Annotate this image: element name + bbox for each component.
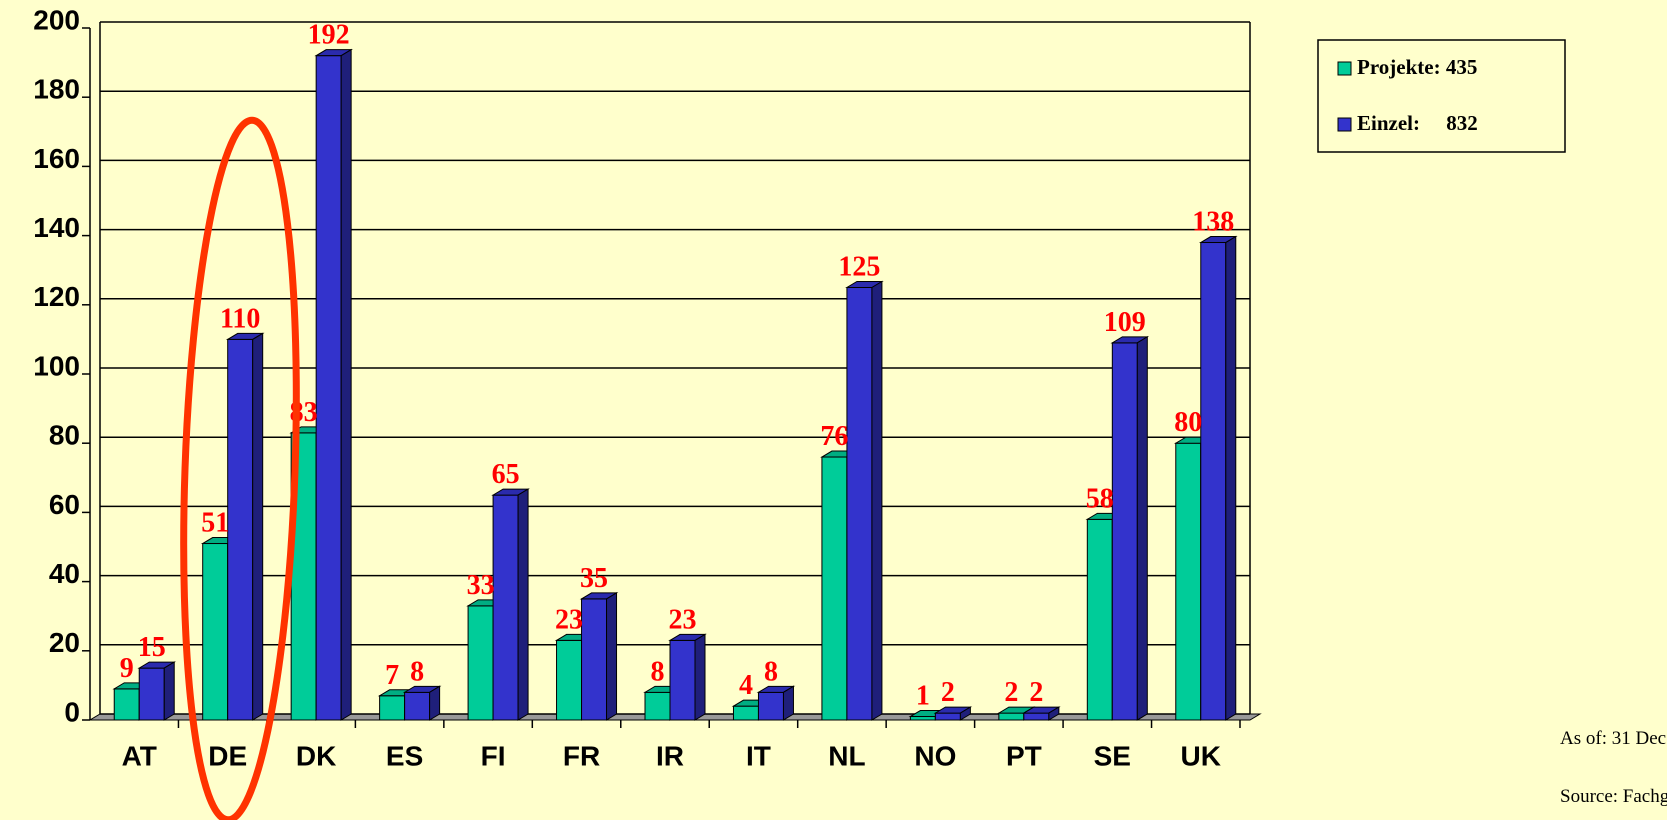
x-tick-label: IT: [746, 740, 771, 771]
y-tick-label: 120: [33, 281, 80, 312]
x-tick-label: NL: [828, 740, 865, 771]
data-label: 125: [838, 252, 880, 283]
bar: [581, 598, 608, 721]
data-label: 58: [1086, 483, 1114, 514]
x-tick-label: DE: [208, 740, 247, 771]
bar: [1086, 518, 1113, 721]
bar-side: [782, 685, 794, 721]
bar: [379, 695, 406, 721]
bar: [467, 605, 494, 721]
annotation: Source: Fachgruppe: [1560, 786, 1667, 807]
data-label: 2: [1029, 677, 1043, 708]
data-label: 23: [669, 604, 697, 635]
bar-side: [959, 706, 971, 721]
bar: [227, 338, 254, 721]
x-tick-label: IR: [656, 740, 684, 771]
bar: [1023, 712, 1050, 721]
bar-side: [429, 685, 441, 721]
x-tick-label: PT: [1006, 740, 1042, 771]
bar-side: [163, 661, 175, 721]
data-label: 138: [1192, 207, 1234, 238]
bar: [492, 494, 519, 721]
data-label: 109: [1104, 307, 1146, 338]
x-tick-label: AT: [122, 740, 157, 771]
bar: [934, 712, 961, 721]
bar: [138, 667, 165, 721]
legend-label: Einzel: 832: [1357, 111, 1478, 135]
bar-side: [871, 280, 883, 721]
bar: [732, 705, 759, 721]
bar: [644, 691, 671, 721]
x-tick-label: DK: [296, 740, 336, 771]
data-label: 8: [651, 656, 665, 687]
bar-side: [340, 48, 352, 721]
data-label: 35: [580, 563, 608, 594]
legend: Projekte: 435 Einzel: 832: [1337, 55, 1478, 135]
bar: [821, 456, 848, 721]
data-label: 15: [138, 632, 166, 663]
bar: [404, 691, 431, 721]
data-label: 76: [820, 421, 848, 452]
bar: [556, 639, 583, 721]
data-label: 4: [739, 670, 753, 701]
x-tick-label: ES: [386, 740, 423, 771]
x-tick-label: NO: [914, 740, 956, 771]
data-label: 1: [916, 681, 930, 712]
bar: [1111, 342, 1138, 721]
data-label: 80: [1174, 407, 1202, 438]
bar: [315, 55, 342, 721]
data-label: 9: [120, 653, 134, 684]
y-tick-label: 100: [33, 350, 80, 381]
legend-swatch: [1337, 117, 1352, 132]
bar: [202, 543, 229, 721]
data-label: 7: [385, 660, 399, 691]
y-tick-label: 60: [49, 489, 80, 520]
bar-side: [1225, 235, 1237, 721]
bar-side: [694, 633, 706, 721]
bar: [1200, 242, 1227, 721]
bar-side: [1048, 706, 1060, 721]
data-label: 8: [410, 656, 424, 687]
data-label: 23: [555, 604, 583, 635]
y-tick-label: 160: [33, 143, 80, 174]
bar: [846, 287, 873, 721]
bar-side: [1136, 335, 1148, 721]
y-tick-label: 180: [33, 74, 80, 105]
data-label: 2: [941, 677, 955, 708]
legend-swatch: [1337, 61, 1352, 76]
y-tick-label: 0: [64, 696, 80, 727]
x-tick-label: FR: [563, 740, 600, 771]
bar: [113, 688, 140, 721]
y-tick-label: 40: [49, 558, 80, 589]
data-label: 51: [201, 508, 229, 539]
bar-side: [606, 592, 618, 721]
x-tick-label: SE: [1094, 740, 1131, 771]
bar: [1175, 442, 1202, 721]
annotation: As of: 31 Dec. 2002: [1560, 728, 1667, 749]
legend-box: [1317, 39, 1566, 153]
data-label: 2: [1004, 677, 1018, 708]
data-label: 110: [220, 303, 260, 334]
bar: [998, 712, 1025, 721]
data-label: 8: [764, 656, 778, 687]
y-tick-label: 20: [49, 627, 80, 658]
legend-label: Projekte: 435: [1357, 55, 1477, 79]
y-tick-label: 200: [33, 4, 80, 35]
data-label: 65: [492, 459, 520, 490]
bar: [909, 716, 936, 721]
bar: [669, 639, 696, 721]
data-label: 33: [467, 570, 495, 601]
bar-side: [252, 332, 264, 721]
data-label: 192: [308, 20, 350, 51]
y-tick-label: 140: [33, 212, 80, 243]
x-tick-label: UK: [1181, 740, 1221, 771]
x-tick-label: FI: [481, 740, 506, 771]
bar-side: [517, 488, 529, 721]
bar: [757, 691, 784, 721]
y-tick-label: 80: [49, 420, 80, 451]
